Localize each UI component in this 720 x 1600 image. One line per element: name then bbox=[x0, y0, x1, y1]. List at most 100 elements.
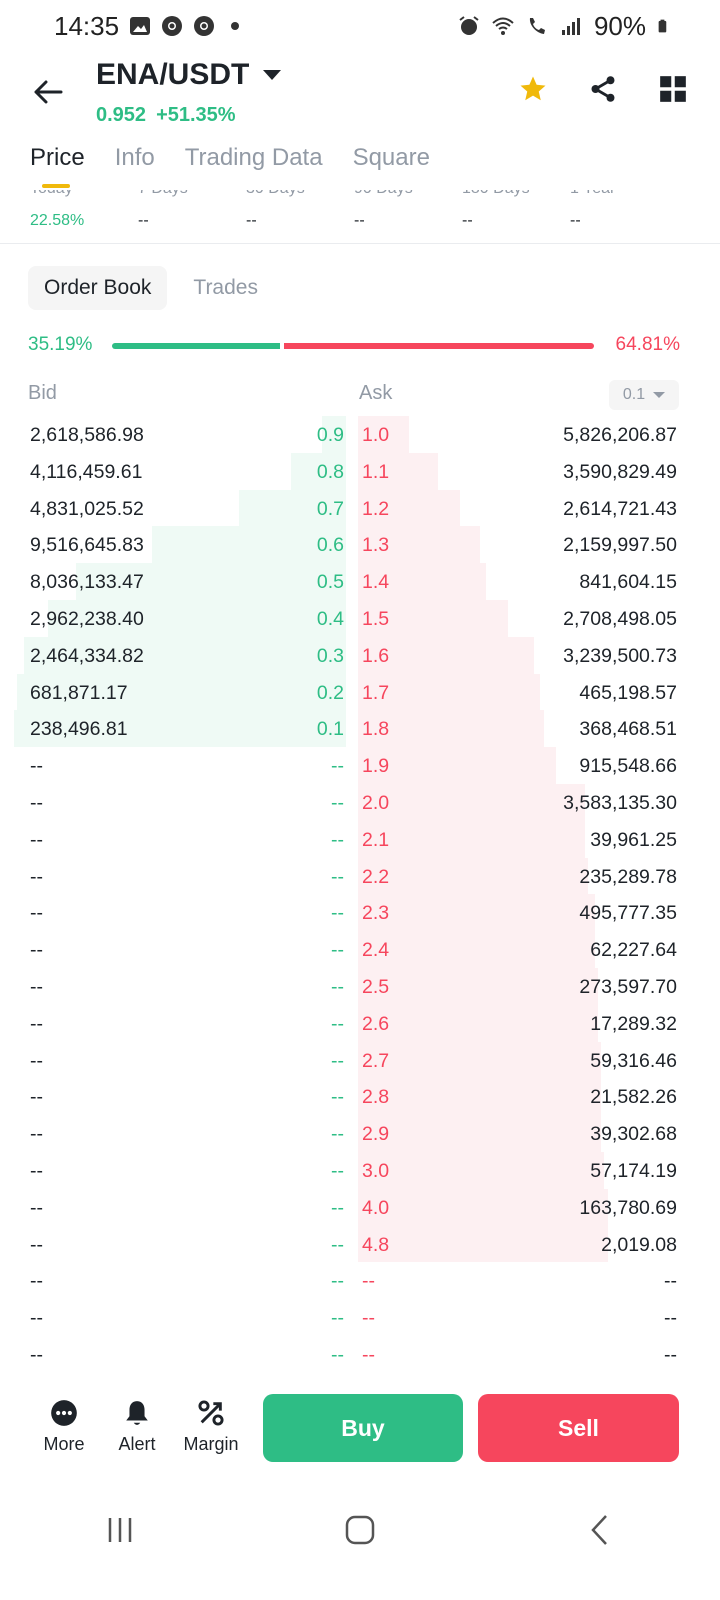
bid-price[interactable]: -- bbox=[331, 1159, 344, 1182]
bid-price[interactable]: 0.4 bbox=[316, 607, 344, 630]
ask-price[interactable]: -- bbox=[362, 1307, 375, 1330]
ask-quantity[interactable]: 3,239,500.73 bbox=[563, 644, 677, 667]
bid-price[interactable]: -- bbox=[331, 1086, 344, 1109]
ask-quantity[interactable]: 59,316.46 bbox=[590, 1049, 677, 1072]
bid-quantity[interactable]: -- bbox=[30, 1049, 43, 1072]
back-nav-button[interactable] bbox=[570, 1500, 630, 1560]
bid-quantity[interactable]: -- bbox=[30, 1343, 43, 1366]
bid-price[interactable]: -- bbox=[331, 1012, 344, 1035]
ask-price[interactable]: 1.3 bbox=[362, 534, 390, 557]
bid-quantity[interactable]: 9,516,645.83 bbox=[30, 534, 144, 557]
ask-price[interactable]: 1.2 bbox=[362, 497, 390, 520]
ask-quantity[interactable]: 915,548.66 bbox=[579, 755, 677, 778]
bid-price[interactable]: 0.5 bbox=[316, 571, 344, 594]
ask-price[interactable]: 2.3 bbox=[362, 902, 390, 925]
bid-quantity[interactable]: -- bbox=[30, 1159, 43, 1182]
ask-quantity[interactable]: 21,582.26 bbox=[590, 1086, 677, 1109]
ask-price[interactable]: 2.6 bbox=[362, 1012, 390, 1035]
ask-price[interactable]: -- bbox=[362, 1343, 375, 1366]
bid-quantity[interactable]: 2,618,586.98 bbox=[30, 424, 144, 446]
tab-trading-data[interactable]: Trading Data bbox=[184, 144, 323, 171]
ask-quantity[interactable]: 2,614,721.43 bbox=[563, 497, 677, 520]
bid-price[interactable]: 0.2 bbox=[316, 681, 344, 704]
ask-quantity[interactable]: 57,174.19 bbox=[590, 1159, 677, 1182]
bid-quantity[interactable]: -- bbox=[30, 939, 43, 962]
ask-price[interactable]: 1.7 bbox=[362, 681, 390, 704]
bid-price[interactable]: -- bbox=[331, 1196, 344, 1219]
bid-quantity[interactable]: -- bbox=[30, 828, 43, 851]
bid-quantity[interactable]: -- bbox=[30, 755, 43, 778]
bid-quantity[interactable]: 238,496.81 bbox=[30, 718, 128, 741]
ask-price[interactable]: 2.9 bbox=[362, 1123, 390, 1146]
ask-price[interactable]: 2.5 bbox=[362, 975, 390, 998]
bid-quantity[interactable]: -- bbox=[30, 865, 43, 888]
bid-quantity[interactable]: 4,116,459.61 bbox=[30, 460, 143, 483]
ask-quantity[interactable]: 495,777.35 bbox=[579, 902, 677, 925]
ask-quantity[interactable]: 465,198.57 bbox=[579, 681, 677, 704]
bid-quantity[interactable]: -- bbox=[30, 1307, 43, 1330]
tab-order-book[interactable]: Order Book bbox=[28, 266, 168, 310]
favorite-button[interactable] bbox=[516, 72, 550, 106]
bid-quantity[interactable]: -- bbox=[30, 975, 43, 998]
grid-menu-button[interactable] bbox=[656, 72, 690, 106]
tab-info[interactable]: Info bbox=[114, 144, 155, 171]
bid-price[interactable]: -- bbox=[331, 1123, 344, 1146]
ask-quantity[interactable]: 39,302.68 bbox=[590, 1123, 677, 1146]
ask-price[interactable]: 4.8 bbox=[362, 1233, 390, 1256]
ask-price[interactable]: 2.4 bbox=[362, 939, 390, 962]
ask-quantity[interactable]: 3,590,829.49 bbox=[563, 460, 677, 483]
ask-quantity[interactable]: 2,019.08 bbox=[601, 1233, 677, 1256]
alert-button[interactable]: Alert bbox=[102, 1398, 172, 1455]
margin-button[interactable]: Margin bbox=[176, 1398, 246, 1455]
bid-quantity[interactable]: -- bbox=[30, 1012, 43, 1035]
bid-quantity[interactable]: -- bbox=[30, 1196, 43, 1219]
ask-quantity[interactable]: 62,227.64 bbox=[590, 939, 677, 962]
ask-price[interactable]: 1.4 bbox=[362, 571, 390, 594]
ask-quantity[interactable]: 17,289.32 bbox=[590, 1012, 677, 1035]
bid-quantity[interactable]: -- bbox=[30, 791, 43, 814]
ask-quantity[interactable]: 841,604.15 bbox=[579, 571, 677, 594]
bid-quantity[interactable]: -- bbox=[30, 1123, 43, 1146]
tab-price[interactable]: Price bbox=[30, 144, 85, 171]
bid-quantity[interactable]: 8,036,133.47 bbox=[30, 571, 144, 594]
more-button[interactable]: More bbox=[29, 1398, 99, 1455]
bid-quantity[interactable]: 681,871.17 bbox=[30, 681, 128, 704]
bid-quantity[interactable]: 2,962,238.40 bbox=[30, 607, 144, 630]
bid-price[interactable]: -- bbox=[331, 1233, 344, 1256]
ask-quantity[interactable]: -- bbox=[664, 1270, 677, 1293]
bid-price[interactable]: -- bbox=[331, 939, 344, 962]
back-button[interactable] bbox=[28, 72, 68, 112]
ask-price[interactable]: 2.1 bbox=[362, 828, 390, 851]
bid-price[interactable]: 0.9 bbox=[316, 424, 344, 446]
sell-button[interactable]: Sell bbox=[478, 1394, 679, 1462]
ask-price[interactable]: 1.6 bbox=[362, 644, 390, 667]
ask-price[interactable]: 1.1 bbox=[362, 460, 390, 483]
ask-price[interactable]: 2.8 bbox=[362, 1086, 390, 1109]
ask-quantity[interactable]: -- bbox=[664, 1307, 677, 1330]
ask-price[interactable]: 2.0 bbox=[362, 791, 390, 814]
ask-price[interactable]: 4.0 bbox=[362, 1196, 390, 1219]
bid-price[interactable]: -- bbox=[331, 975, 344, 998]
bid-price[interactable]: 0.7 bbox=[316, 497, 344, 520]
ask-quantity[interactable]: 3,583,135.30 bbox=[563, 791, 677, 814]
bid-quantity[interactable]: -- bbox=[30, 902, 43, 925]
bid-price[interactable]: -- bbox=[331, 865, 344, 888]
bid-price[interactable]: -- bbox=[331, 828, 344, 851]
ask-quantity[interactable]: 368,468.51 bbox=[579, 718, 677, 741]
ask-quantity[interactable]: 39,961.25 bbox=[590, 828, 677, 851]
home-button[interactable] bbox=[330, 1500, 390, 1560]
bid-price[interactable]: -- bbox=[331, 755, 344, 778]
ask-quantity[interactable]: 5,826,206.87 bbox=[563, 424, 677, 446]
precision-selector[interactable]: 0.1 bbox=[609, 380, 679, 410]
ask-price[interactable]: 3.0 bbox=[362, 1159, 390, 1182]
ask-price[interactable]: 1.8 bbox=[362, 718, 390, 741]
ask-quantity[interactable]: -- bbox=[664, 1343, 677, 1366]
tab-trades[interactable]: Trades bbox=[193, 276, 258, 299]
share-button[interactable] bbox=[586, 72, 620, 106]
bid-price[interactable]: -- bbox=[331, 1049, 344, 1072]
recent-apps-button[interactable] bbox=[90, 1500, 150, 1560]
ask-quantity[interactable]: 273,597.70 bbox=[579, 975, 677, 998]
bid-quantity[interactable]: -- bbox=[30, 1270, 43, 1293]
ask-quantity[interactable]: 163,780.69 bbox=[579, 1196, 677, 1219]
ask-price[interactable]: 2.7 bbox=[362, 1049, 390, 1072]
